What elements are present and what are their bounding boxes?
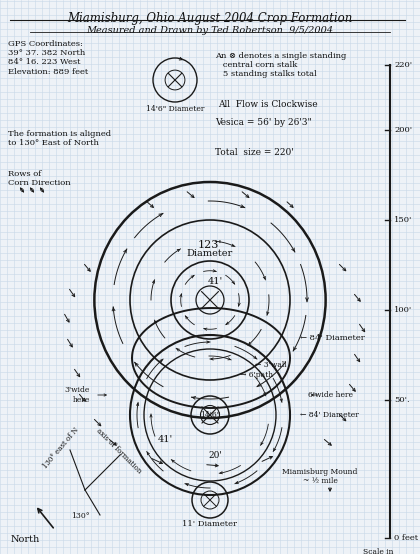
Text: Miamisburg Mound
~ ½ mile: Miamisburg Mound ~ ½ mile (282, 468, 358, 485)
Text: 3'wide
here: 3'wide here (65, 386, 90, 404)
Text: ← 84' Diameter: ← 84' Diameter (300, 334, 365, 342)
Text: 20': 20' (208, 450, 222, 459)
Text: 200': 200' (394, 126, 412, 134)
Text: Rows of
Corn Direction: Rows of Corn Direction (8, 170, 71, 187)
Text: 0 feet: 0 feet (394, 534, 418, 542)
Text: Measured and Drawn by Ted Robertson  9/5/2004: Measured and Drawn by Ted Robertson 9/5/… (87, 26, 333, 35)
Text: 130°: 130° (71, 512, 89, 520)
Text: 6'wide here: 6'wide here (308, 391, 353, 399)
Text: 123': 123' (198, 240, 222, 250)
Text: 220': 220' (394, 61, 412, 69)
Text: Miamisburg, Ohio August 2004 Crop Formation: Miamisburg, Ohio August 2004 Crop Format… (67, 12, 353, 25)
Text: An ⊗ denotes a single standing
   central corn stalk
   5 standing stalks total: An ⊗ denotes a single standing central c… (215, 52, 346, 79)
Text: Vesica = 56' by 26'3": Vesica = 56' by 26'3" (215, 118, 312, 127)
Text: Diameter: Diameter (187, 249, 233, 258)
Text: 150': 150' (394, 216, 412, 224)
Text: → 6'path: → 6'path (240, 371, 273, 379)
Text: 50'.: 50'. (394, 396, 410, 404)
Text: ← 84' Diameter: ← 84' Diameter (300, 411, 359, 419)
Text: All  Flow is Clockwise: All Flow is Clockwise (218, 100, 318, 109)
Text: 14'6": 14'6" (200, 411, 220, 419)
Text: 14'6" Diameter: 14'6" Diameter (146, 105, 204, 113)
Text: ← 3'wall: ← 3'wall (255, 361, 286, 369)
Text: Total  size = 220': Total size = 220' (215, 148, 294, 157)
Text: axis of formation: axis of formation (95, 427, 143, 475)
Text: 41': 41' (158, 435, 173, 444)
Text: Scale in
Feet: Scale in Feet (363, 548, 393, 554)
Text: 41': 41' (207, 278, 223, 286)
Text: The formation is aligned
to 130° East of North: The formation is aligned to 130° East of… (8, 130, 111, 147)
Text: GPS Coordinates:
39° 37. 382 North
84° 16. 223 West
Elevation: 889 feet: GPS Coordinates: 39° 37. 382 North 84° 1… (8, 40, 88, 75)
Text: 100': 100' (394, 306, 412, 314)
Text: North: North (10, 535, 39, 544)
Text: 11' Diameter: 11' Diameter (183, 520, 237, 528)
Text: 130° east of N: 130° east of N (41, 425, 80, 470)
